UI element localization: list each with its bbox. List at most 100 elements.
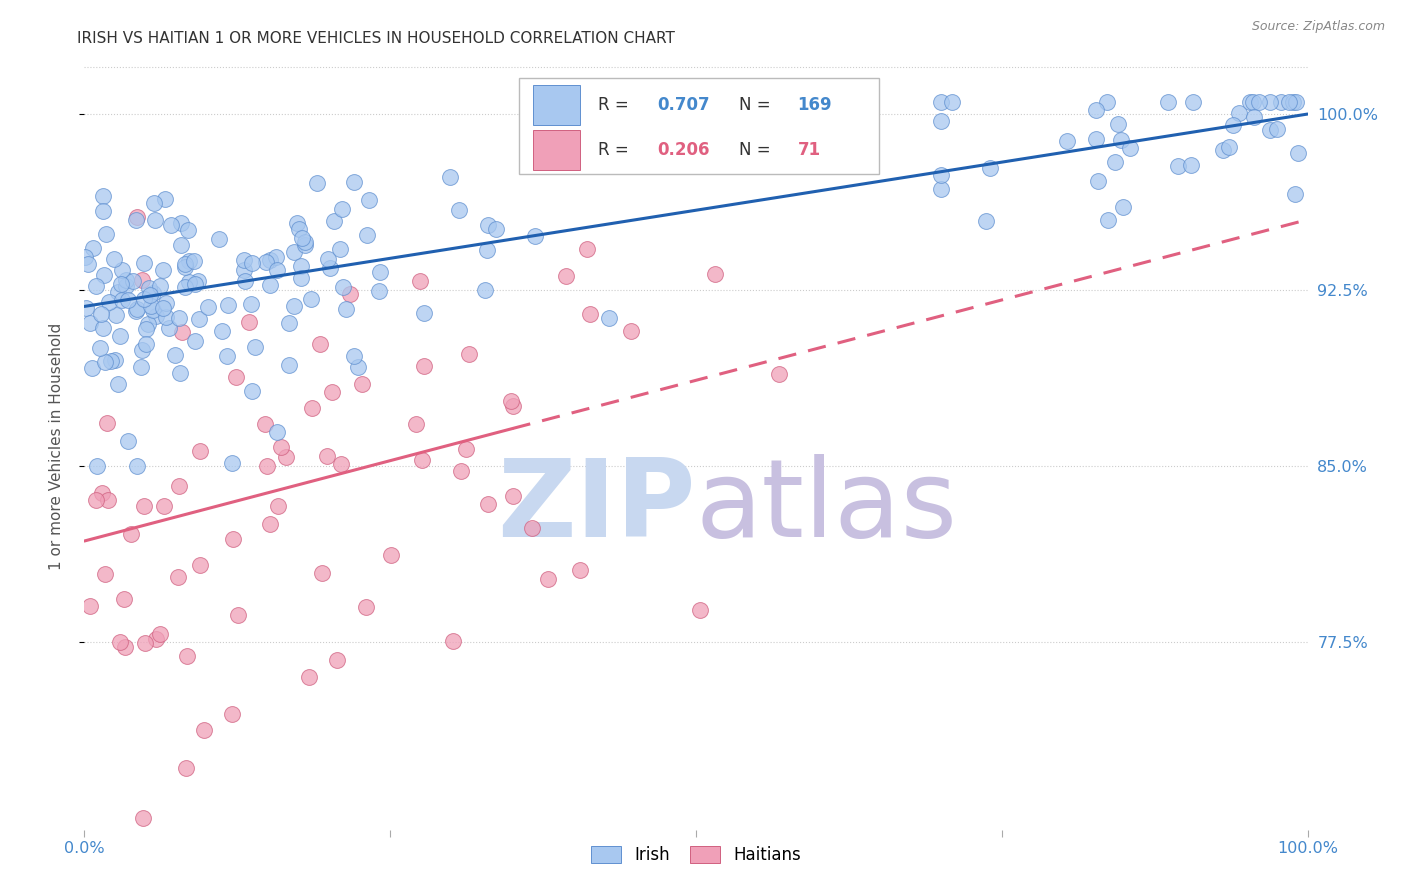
Point — [169, 366, 191, 380]
Point — [152, 263, 174, 277]
Point — [84, 279, 107, 293]
Point — [520, 521, 543, 535]
Point — [259, 517, 281, 532]
Point — [132, 292, 155, 306]
Point — [1180, 158, 1202, 172]
Point — [221, 707, 243, 722]
Point — [290, 259, 312, 273]
Point — [259, 252, 281, 267]
Point — [103, 252, 125, 266]
Point — [1104, 155, 1126, 169]
Point — [502, 400, 524, 414]
Point — [294, 238, 316, 252]
Point — [339, 286, 361, 301]
Point — [266, 263, 288, 277]
Point — [267, 499, 290, 513]
Point — [187, 274, 209, 288]
Point — [167, 570, 190, 584]
Point — [152, 301, 174, 315]
Point — [111, 293, 134, 307]
Point — [283, 245, 305, 260]
Point — [174, 256, 197, 270]
Point — [929, 182, 952, 196]
Point — [322, 213, 344, 227]
Point — [294, 235, 316, 249]
Point — [598, 311, 620, 326]
Point — [285, 216, 308, 230]
Point — [620, 324, 643, 338]
Point — [240, 384, 263, 398]
Point — [104, 353, 127, 368]
Point — [325, 652, 347, 666]
FancyBboxPatch shape — [533, 129, 579, 169]
Point — [449, 202, 471, 217]
Point — [125, 212, 148, 227]
Point — [1218, 139, 1240, 153]
Point — [1087, 174, 1109, 188]
Point — [1270, 95, 1292, 110]
Point — [91, 204, 114, 219]
Point — [315, 449, 337, 463]
Point — [456, 442, 478, 456]
Point — [93, 321, 115, 335]
Point — [110, 277, 132, 291]
Point — [73, 250, 96, 264]
Point — [143, 196, 166, 211]
Point — [264, 251, 287, 265]
Point — [380, 548, 402, 562]
Point — [153, 499, 176, 513]
Point — [145, 309, 167, 323]
Point — [1258, 123, 1281, 137]
Point — [135, 336, 157, 351]
Point — [104, 308, 127, 322]
Point — [266, 425, 288, 440]
Text: ZIP: ZIP — [498, 454, 696, 560]
Text: 169: 169 — [797, 95, 832, 113]
Point — [134, 635, 156, 649]
Point — [108, 329, 131, 343]
Point — [135, 322, 157, 336]
Point — [86, 458, 108, 473]
Point — [554, 268, 576, 283]
Point — [125, 458, 148, 473]
Point — [1095, 95, 1118, 110]
Point — [90, 486, 112, 500]
Point — [142, 302, 165, 317]
Point — [121, 275, 143, 289]
Point — [929, 113, 952, 128]
Point — [321, 385, 343, 400]
Point — [134, 499, 156, 513]
Point — [184, 277, 207, 292]
Point — [411, 453, 433, 467]
Point — [117, 293, 139, 307]
Point — [523, 228, 546, 243]
Point — [187, 311, 209, 326]
Point — [93, 268, 115, 282]
Point — [329, 242, 352, 256]
Point — [131, 343, 153, 358]
Point — [576, 242, 599, 256]
Point — [704, 267, 727, 281]
Point — [173, 279, 195, 293]
Point — [569, 563, 592, 577]
Point — [1282, 95, 1305, 110]
Point — [316, 252, 339, 266]
Point — [578, 307, 600, 321]
Point — [141, 299, 163, 313]
Point — [1167, 160, 1189, 174]
Point — [689, 603, 711, 617]
Text: N =: N = — [738, 141, 776, 159]
Point — [222, 533, 245, 547]
Point — [256, 458, 278, 473]
Point — [96, 227, 118, 242]
Point — [287, 221, 309, 235]
Point — [1085, 131, 1108, 145]
Point — [91, 189, 114, 203]
Point — [114, 279, 136, 293]
Text: R =: R = — [598, 95, 634, 113]
Point — [343, 175, 366, 189]
Point — [94, 355, 117, 369]
Point — [153, 193, 176, 207]
Point — [174, 761, 197, 775]
Point — [110, 635, 132, 649]
